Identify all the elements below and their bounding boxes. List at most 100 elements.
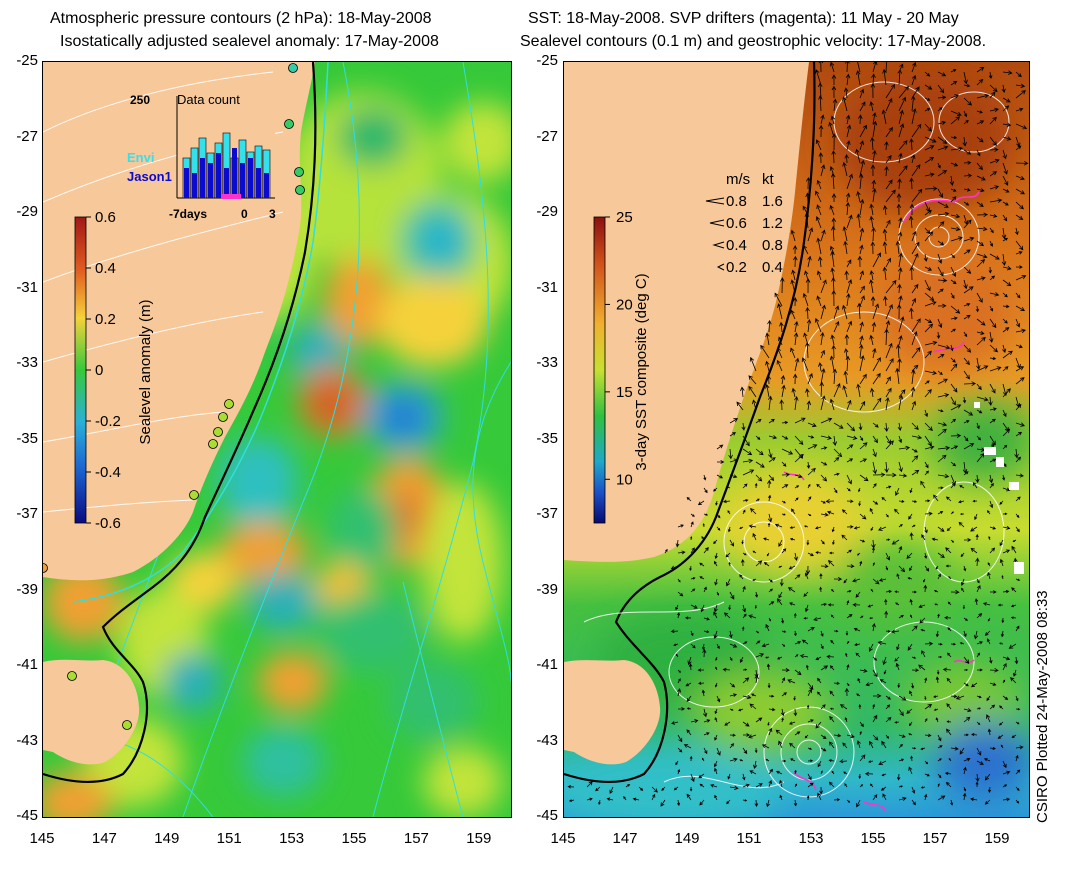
velocity-arrow (651, 793, 656, 801)
velocity-arrow (765, 360, 770, 372)
velocity-arrow (869, 101, 874, 112)
velocity-arrow (937, 71, 947, 77)
velocity-arrow (976, 452, 985, 463)
velocity-arrow (963, 344, 972, 353)
velocity-arrow (911, 656, 917, 659)
velocity-arrow (776, 347, 783, 359)
velocity-arrow (898, 734, 906, 738)
velocity-arrow (1015, 366, 1025, 372)
velocity-arrow (911, 448, 918, 453)
velocity-arrow (937, 795, 946, 801)
velocity-arrow (742, 721, 750, 727)
velocity-arrow (844, 270, 849, 281)
velocity-arrow (976, 136, 984, 143)
velocity-arrow (819, 586, 823, 593)
velocity-arrow (937, 145, 949, 151)
velocity-arrow (832, 435, 838, 447)
velocity-arrow (898, 96, 907, 112)
velocity-arrow (882, 68, 887, 86)
velocity-arrow (909, 598, 913, 606)
velocity-arrow (976, 259, 986, 268)
velocity-arrow (945, 781, 952, 788)
velocity-arrow (1002, 136, 1012, 141)
velocity-arrow (833, 305, 840, 320)
velocity-arrow (807, 435, 815, 439)
velocity-arrow (1015, 275, 1027, 281)
velocity-arrow (872, 714, 878, 723)
velocity-arrow (820, 512, 829, 517)
velocity-arrow (1002, 162, 1008, 175)
velocity-arrow (871, 321, 877, 333)
velocity-arrow (1002, 474, 1006, 481)
histogram-bar-jason1 (216, 153, 221, 198)
velocity-arrow (885, 62, 887, 73)
velocity-arrow (815, 526, 822, 530)
velocity-arrow (950, 396, 956, 406)
velocity-arrow (748, 614, 757, 619)
velocity-arrow (950, 213, 961, 219)
lat-tick: -37 (16, 505, 38, 522)
velocity-arrow (586, 781, 593, 788)
velocity-arrow (937, 107, 943, 112)
velocity-arrow (761, 744, 770, 749)
velocity-arrow (884, 610, 889, 619)
velocity-arrow (767, 494, 772, 502)
velocity-arrow (845, 652, 848, 658)
sst-map[interactable]: 25 20 15 10 3-day SST composite (deg C) m/s… (563, 61, 1030, 818)
velocity-arrow (924, 380, 930, 385)
velocity-arrow (963, 160, 972, 165)
velocity-arrow (897, 422, 902, 432)
velocity-arrow (909, 266, 915, 281)
velocity-arrow (754, 604, 757, 609)
velocity-arrow (971, 682, 978, 688)
velocity-arrow (976, 695, 982, 699)
velocity-arrow (725, 552, 731, 558)
velocity-legend-kt-header: kt (762, 171, 775, 188)
velocity-arrow (768, 768, 773, 775)
velocity-arrow (976, 383, 982, 391)
velocity-arrow (909, 487, 913, 494)
velocity-arrow (898, 435, 903, 444)
velocity-arrow (961, 587, 965, 593)
velocity-arrow (948, 757, 952, 762)
velocity-arrow (690, 630, 694, 637)
velocity-arrow (765, 758, 770, 762)
velocity-arrow (872, 149, 877, 164)
lon-tick: 145 (550, 830, 576, 847)
lon-tick: 159 (466, 830, 492, 847)
inset-x-tick-end: 3 (269, 207, 276, 221)
velocity-arrow (845, 201, 851, 216)
sealevel-anomaly-map[interactable]: 250 Data count -7days 0 3 Envi Jason1 (42, 61, 512, 818)
velocity-arrow (871, 622, 876, 632)
velocity-arrow (859, 784, 864, 788)
velocity-arrow (920, 480, 926, 489)
velocity-arrow (677, 550, 686, 555)
velocity-arrow (920, 747, 926, 751)
velocity-arrow (815, 216, 822, 229)
velocity-arrow (845, 192, 851, 203)
velocity-arrow (898, 252, 903, 268)
velocity-arrow (883, 295, 888, 307)
velocity-arrow (690, 521, 694, 528)
velocity-arrow (911, 364, 919, 372)
velocity-arrow (865, 682, 874, 687)
velocity-arrow (794, 654, 799, 658)
velocity-arrow (675, 539, 680, 548)
velocity-legend-arrow (709, 219, 725, 227)
velocity-arrow (974, 598, 979, 606)
velocity-arrow (896, 193, 902, 202)
velocity-arrow (988, 786, 992, 793)
velocity-arrow (768, 474, 775, 482)
velocity-arrow (858, 173, 864, 190)
velocity-arrow (805, 341, 810, 359)
velocity-arrow (1002, 201, 1009, 206)
velocity-arrow (768, 418, 775, 424)
velocity-arrow (924, 445, 935, 450)
velocity-arrow (885, 440, 894, 450)
velocity-arrow (724, 721, 731, 726)
velocity-arrow (846, 259, 852, 268)
velocity-arrow (963, 188, 971, 192)
velocity-arrow (846, 487, 851, 492)
velocity-arrow (924, 108, 931, 112)
velocity-arrow (846, 614, 853, 619)
